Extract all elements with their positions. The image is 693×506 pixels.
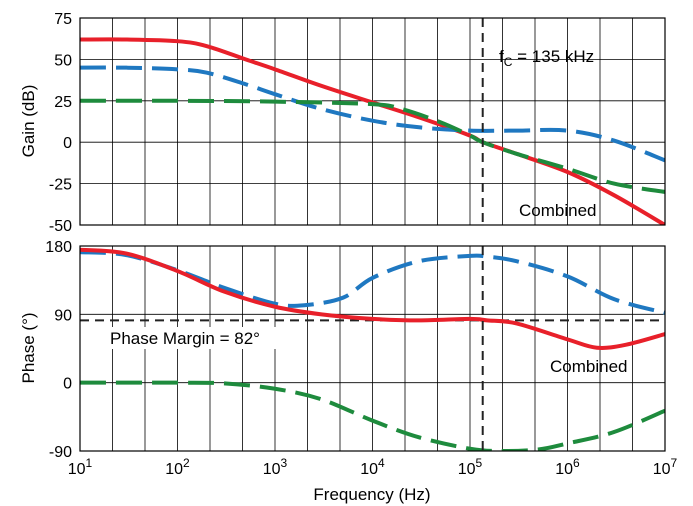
gain-series <box>80 37 665 225</box>
phase-plot-frame <box>79 245 666 452</box>
phase-y-tick-label: 180 <box>45 239 72 256</box>
phase-y-tick-label: 90 <box>54 307 72 324</box>
x-tick-label: 105 <box>458 456 483 478</box>
gain-panel: 75 50 25 0 -25 -50 fC = 135 kHz Combined Gain… <box>19 11 666 235</box>
x-tick-label: 107 <box>653 456 678 478</box>
x-tick-label: 103 <box>263 456 288 478</box>
gain-y-tick-label: 0 <box>63 135 72 152</box>
phase-y-axis-title: Phase (°) <box>19 312 38 383</box>
gain-y-tick-label: 25 <box>54 94 72 111</box>
phase-margin-label: Phase Margin = 82° <box>110 329 260 348</box>
x-tick-label: 101 <box>68 456 93 478</box>
phase-series-2-line <box>80 380 665 451</box>
phase-series <box>80 247 665 451</box>
gain-series-2-line <box>80 98 665 194</box>
gain-series-1-line <box>80 65 665 163</box>
gain-plot-frame <box>79 17 666 226</box>
x-tick-label: 106 <box>555 456 580 478</box>
x-tick-labels: 101 102 103 104 105 106 107 <box>68 456 678 478</box>
phase-y-tick-label: -90 <box>49 444 72 461</box>
phase-combined-label: Combined <box>550 357 628 376</box>
phase-y-tick-label: 0 <box>63 376 72 393</box>
gain-y-tick-label: 50 <box>54 52 72 69</box>
crossover-frequency-label: fC = 135 kHz <box>499 47 594 69</box>
phase-margin-label-background <box>104 327 300 349</box>
x-tick-label: 104 <box>360 456 385 478</box>
gain-y-tick-label: -50 <box>49 218 72 235</box>
gain-y-tick-label: -25 <box>49 177 72 194</box>
x-axis-title: Frequency (Hz) <box>313 485 430 504</box>
phase-y-tick-labels: 180 90 0 -90 <box>45 239 72 461</box>
phase-panel: 180 90 0 -90 Phase Margin = 82° Combined Ph… <box>19 239 666 461</box>
phase-series-1-line <box>80 247 665 350</box>
gain-y-tick-labels: 75 50 25 0 -25 -50 <box>49 11 72 235</box>
gain-y-axis-title: Gain (dB) <box>19 85 38 158</box>
x-tick-label: 102 <box>165 456 190 478</box>
gain-y-tick-label: 75 <box>54 11 72 28</box>
gain-combined-label: Combined <box>519 201 597 220</box>
